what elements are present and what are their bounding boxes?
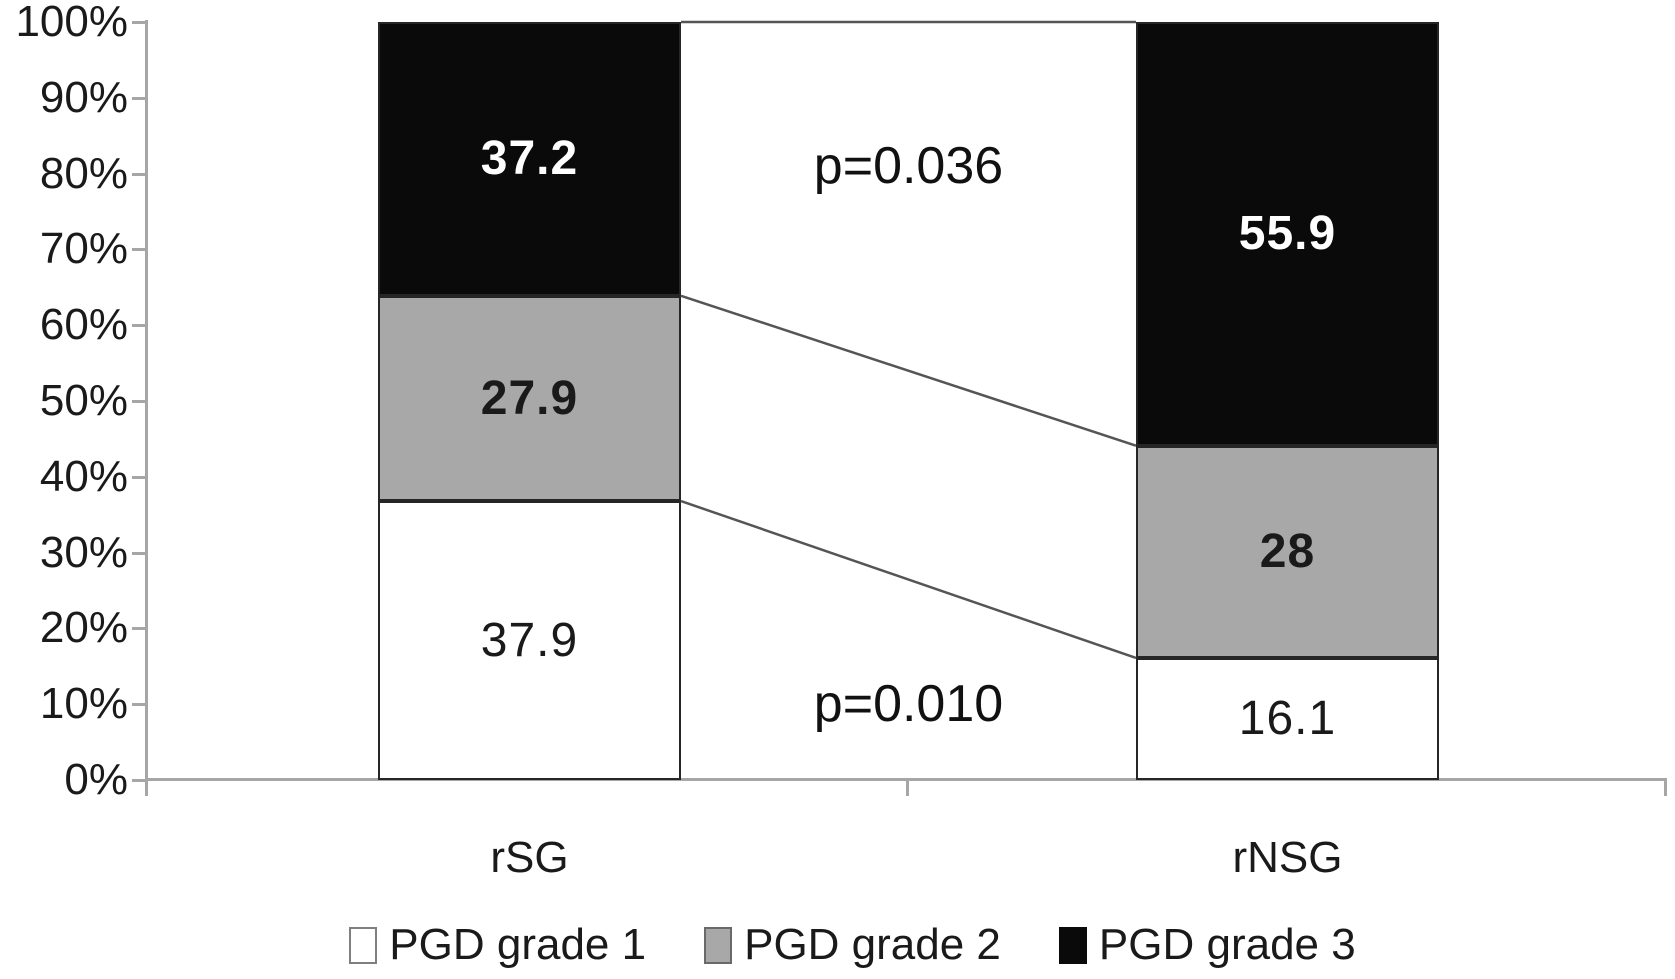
- y-axis-tick: [132, 627, 146, 631]
- legend-entry-pgd-grade-2: PGD grade 2: [704, 920, 1001, 970]
- connector-line-pgd-grade-1: [680, 499, 1137, 660]
- bar-value-label: 27.9: [480, 371, 579, 425]
- p-value-annotation-p-0-036: p=0.036: [813, 137, 1004, 196]
- y-axis-tick: [132, 703, 146, 707]
- bar-value-label: 16.1: [1238, 692, 1337, 746]
- y-axis-label-100-: 100%: [15, 0, 128, 46]
- bar-segment-rsg-pgd-grade-3: 37.2: [378, 22, 681, 296]
- bar-value-label: 28: [1259, 525, 1316, 579]
- y-axis-tick: [132, 96, 146, 100]
- legend: PGD grade 1 PGD grade 2 PGD grade 3: [30, 920, 1675, 970]
- connector-line-pgd-grade-2: [680, 294, 1137, 447]
- legend-swatch-pgd-grade-1: [349, 926, 378, 964]
- x-axis-tick: [1664, 778, 1667, 796]
- legend-label: PGD grade 1: [389, 920, 647, 969]
- bar-segment-rnsg-pgd-grade-1: 16.1: [1136, 657, 1439, 780]
- bar-value-label: 55.9: [1238, 207, 1337, 261]
- bar-segment-rsg-pgd-grade-2: 27.9: [378, 295, 681, 502]
- y-axis-tick: [132, 172, 146, 176]
- legend-entry-pgd-grade-1: PGD grade 1: [349, 920, 646, 970]
- y-axis-tick: [132, 475, 146, 479]
- y-axis-tick: [132, 551, 146, 555]
- y-axis-label-60-: 60%: [39, 300, 128, 350]
- category-label-rsg: rSG: [490, 833, 569, 882]
- bar-value-label: 37.2: [480, 132, 579, 186]
- y-axis-label-90-: 90%: [39, 72, 128, 122]
- bar-segment-rsg-pgd-grade-1: 37.9: [378, 501, 681, 780]
- legend-entry-pgd-grade-3: PGD grade 3: [1058, 920, 1356, 970]
- y-axis-tick: [132, 400, 146, 403]
- y-axis-label-50-: 50%: [39, 376, 128, 425]
- legend-label: PGD grade 2: [744, 920, 1001, 969]
- y-axis-label-30-: 30%: [39, 527, 128, 577]
- y-axis-label-70-: 70%: [39, 224, 128, 274]
- y-axis-tick: [132, 248, 146, 252]
- y-axis-tick: [132, 21, 146, 24]
- y-axis-label-0-: 0%: [64, 755, 128, 804]
- y-axis-tick: [132, 324, 146, 328]
- p-value-annotation-p-0-010: p=0.010: [813, 675, 1004, 734]
- y-axis-label-20-: 20%: [39, 603, 128, 653]
- y-axis-tick: [132, 779, 146, 782]
- y-axis-line: [145, 20, 148, 796]
- y-axis-label-80-: 80%: [39, 148, 128, 198]
- bar-value-label: 37.9: [480, 614, 579, 668]
- y-axis-label-40-: 40%: [39, 451, 128, 501]
- x-axis-tick: [906, 778, 909, 796]
- bar-segment-rnsg-pgd-grade-3: 55.9: [1136, 22, 1439, 446]
- bar-segment-rnsg-pgd-grade-2: 28: [1136, 445, 1439, 658]
- legend-label: PGD grade 3: [1098, 920, 1356, 969]
- legend-swatch-pgd-grade-3: [1058, 926, 1087, 964]
- category-label-rnsg: rNSG: [1232, 833, 1343, 882]
- legend-swatch-pgd-grade-2: [704, 926, 733, 964]
- y-axis-label-10-: 10%: [39, 679, 128, 729]
